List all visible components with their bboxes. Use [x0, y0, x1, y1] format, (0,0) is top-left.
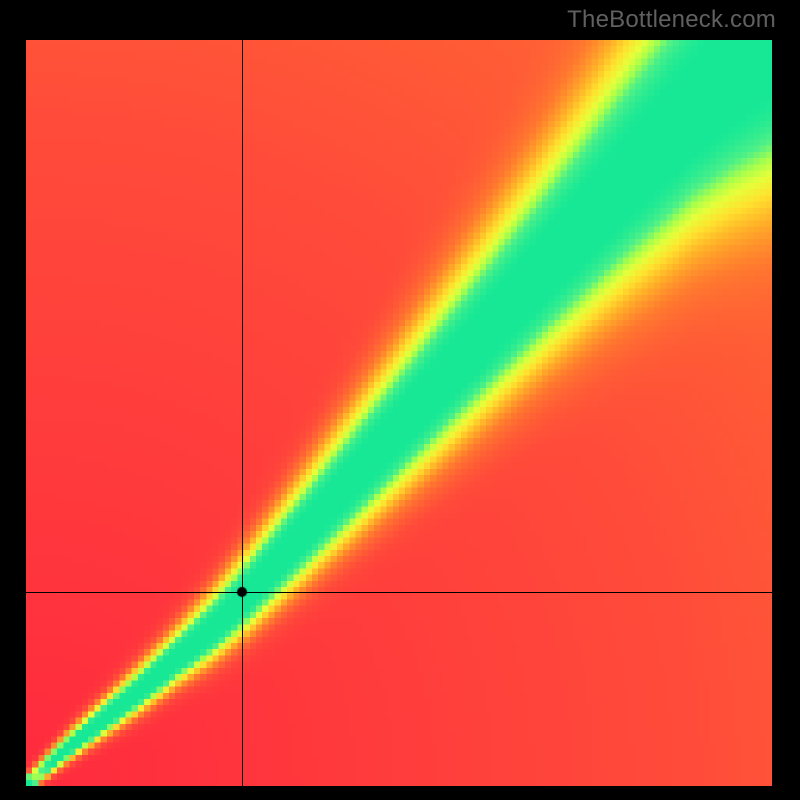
- crosshair-horizontal: [26, 592, 772, 593]
- crosshair-vertical: [242, 40, 243, 786]
- figure-container: TheBottleneck.com: [0, 0, 800, 800]
- bottleneck-heatmap: [26, 40, 772, 786]
- watermark-text: TheBottleneck.com: [567, 6, 776, 34]
- crosshair-marker: [236, 586, 248, 598]
